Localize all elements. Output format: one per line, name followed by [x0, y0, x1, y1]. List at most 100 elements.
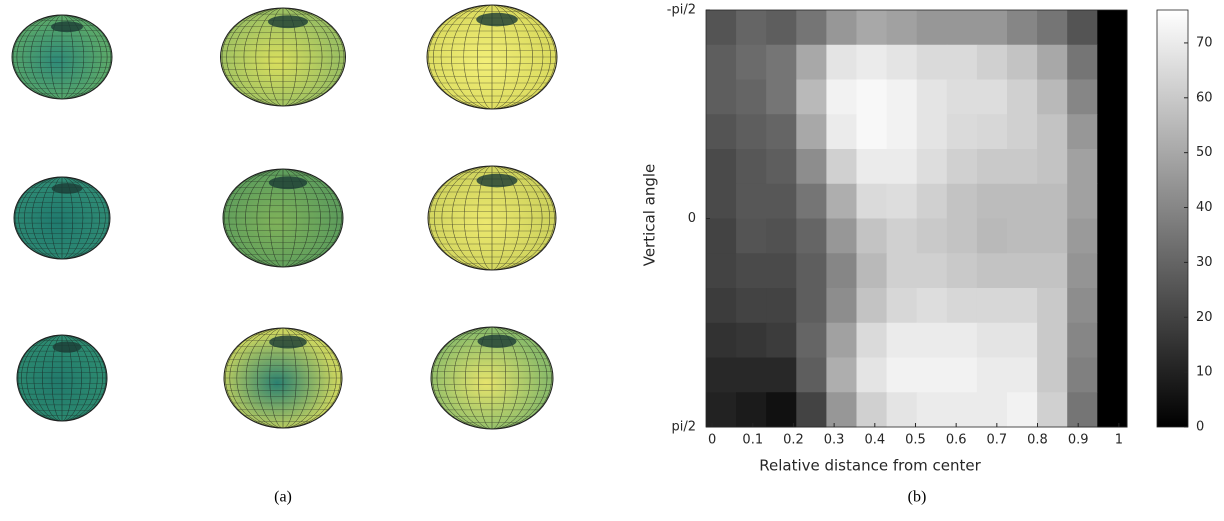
- figure: (a) (b) Relative distance from center Ve…: [0, 0, 1224, 517]
- heatmap-cell: [826, 219, 857, 254]
- heatmap-cell: [1097, 80, 1127, 115]
- heatmap-cell: [1037, 392, 1068, 427]
- heatmap-cell: [1067, 114, 1098, 149]
- heatmap-cell: [857, 10, 888, 45]
- heatmap-cell: [766, 219, 797, 254]
- x-tick-label: 0.1: [742, 433, 763, 448]
- colorbar-tick-label: 30: [1196, 255, 1213, 270]
- heatmap-cell: [1097, 288, 1127, 323]
- heatmap-cell: [977, 392, 1008, 427]
- heatmap-cell: [766, 149, 797, 184]
- heatmap-cell: [1097, 45, 1127, 80]
- heatmap-cell: [857, 253, 888, 288]
- heatmap-cell: [857, 149, 888, 184]
- heatmap-cell: [706, 358, 737, 393]
- heatmap-cell: [947, 114, 978, 149]
- y-tick-label: pi/2: [671, 420, 696, 435]
- heatmap-cell: [917, 114, 948, 149]
- heatmap-cell: [1097, 358, 1127, 393]
- x-tick-label: 0.4: [864, 433, 885, 448]
- heatmap-cell: [1097, 184, 1127, 219]
- heatmap-cell: [1007, 323, 1038, 358]
- heatmap-cell: [857, 358, 888, 393]
- x-tick-label: 0.6: [946, 433, 967, 448]
- heatmap-cell: [917, 184, 948, 219]
- heatmap-cell: [1037, 114, 1068, 149]
- caption: (b): [908, 489, 927, 506]
- heatmap-cell: [1007, 392, 1038, 427]
- heatmap-cell: [1037, 358, 1068, 393]
- apple: [12, 15, 112, 99]
- heatmap-cell: [826, 45, 857, 80]
- heatmap-cell: [917, 392, 948, 427]
- heatmap-cell: [1097, 323, 1127, 358]
- heatmap-cell: [1007, 184, 1038, 219]
- heatmap-cell: [977, 149, 1008, 184]
- heatmap-cell: [887, 392, 918, 427]
- heatmap-cell: [977, 253, 1008, 288]
- heatmap-cell: [947, 253, 978, 288]
- heatmap-cell: [977, 288, 1008, 323]
- apple: [14, 177, 110, 259]
- heatmap-cell: [857, 114, 888, 149]
- heatmap-cell: [857, 80, 888, 115]
- heatmap-cell: [917, 253, 948, 288]
- heatmap-cell: [917, 45, 948, 80]
- apple-stem-cavity: [476, 13, 518, 27]
- heatmap-cell: [947, 358, 978, 393]
- colorbar-tick-label: 20: [1196, 310, 1213, 325]
- heatmap-cell: [857, 323, 888, 358]
- heatmap-cell: [796, 288, 827, 323]
- heatmap-cell: [857, 45, 888, 80]
- heatmap-cell: [736, 114, 767, 149]
- heatmap-cell: [887, 80, 918, 115]
- heatmap-cell: [977, 358, 1008, 393]
- heatmap-cell: [766, 358, 797, 393]
- heatmap-cell: [706, 288, 737, 323]
- colorbar-tick-label: 70: [1196, 35, 1213, 50]
- heatmap-cell: [736, 253, 767, 288]
- colorbar-tick-label: 0: [1196, 420, 1204, 435]
- heatmap-cell: [917, 323, 948, 358]
- heatmap-cell: [796, 114, 827, 149]
- heatmap-cell: [826, 114, 857, 149]
- heatmap-cell: [706, 184, 737, 219]
- heatmap-cell: [947, 219, 978, 254]
- caption: (a): [274, 489, 292, 506]
- heatmap-cell: [1067, 45, 1098, 80]
- heatmap-cell: [947, 323, 978, 358]
- heatmap-cell: [1007, 149, 1038, 184]
- heatmap-cell: [947, 149, 978, 184]
- heatmap-cell: [1067, 10, 1098, 45]
- heatmap-cell: [917, 80, 948, 115]
- heatmap-cell: [1067, 323, 1098, 358]
- heatmap-cell: [766, 114, 797, 149]
- heatmap-cell: [947, 45, 978, 80]
- heatmap-cell: [766, 392, 797, 427]
- heatmap-cell: [826, 149, 857, 184]
- heatmap-cell: [796, 323, 827, 358]
- heatmap-cell: [796, 10, 827, 45]
- heatmap-cell: [887, 323, 918, 358]
- colorbar: [1157, 10, 1188, 427]
- heatmap-cell: [1097, 219, 1127, 254]
- heatmap-cell: [826, 184, 857, 219]
- heatmap-cell: [1007, 114, 1038, 149]
- heatmap-cell: [796, 253, 827, 288]
- heatmap-cell: [826, 10, 857, 45]
- heatmap-cell: [947, 184, 978, 219]
- heatmap-cell: [706, 219, 737, 254]
- heatmap-cell: [736, 323, 767, 358]
- heatmap-cell: [1067, 80, 1098, 115]
- heatmap-cell: [736, 392, 767, 427]
- heatmap-cell: [766, 323, 797, 358]
- x-tick-label: 0.3: [824, 433, 845, 448]
- apple: [224, 328, 342, 428]
- apple: [17, 335, 107, 421]
- apple-stem-cavity: [52, 183, 83, 194]
- heatmap-cell: [1097, 149, 1127, 184]
- apple-stem-cavity: [477, 174, 518, 188]
- heatmap-cell: [766, 10, 797, 45]
- heatmap-cell: [796, 149, 827, 184]
- apple: [221, 8, 346, 106]
